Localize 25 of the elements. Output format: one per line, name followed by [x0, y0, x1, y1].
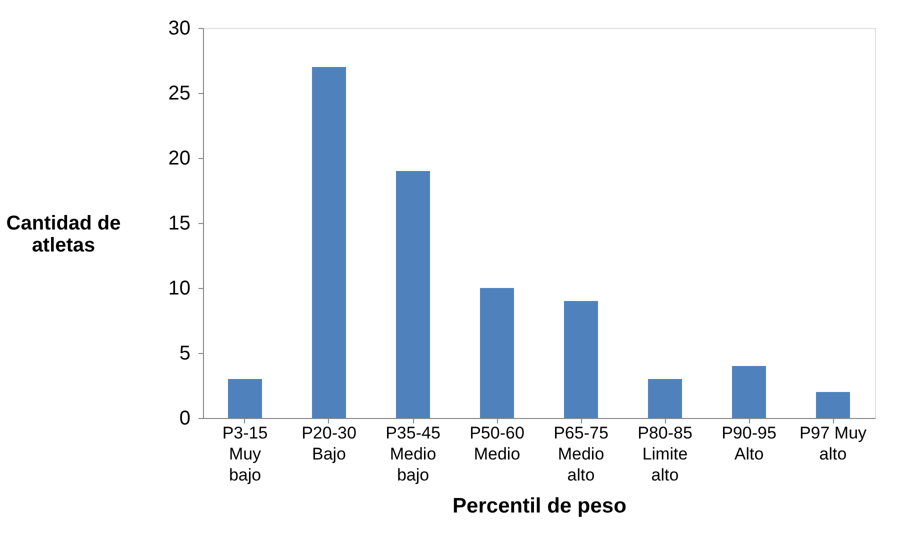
x-axis-title: Percentil de peso [452, 494, 626, 518]
bar [312, 67, 346, 418]
y-axis-title: Cantidad de atletas [6, 212, 121, 256]
x-tick-label: P80-85 Limite alto [638, 424, 692, 484]
y-tick-label: 10 [168, 278, 190, 300]
x-tick-label: P3-15 Muy bajo [222, 424, 268, 484]
y-tick-label: 20 [168, 148, 190, 170]
x-tick-label: P50-60 Medio [470, 424, 524, 464]
bar [732, 366, 766, 418]
y-tick-label: 15 [168, 212, 190, 234]
x-tick-label: P35-45 Medio bajo [386, 424, 440, 484]
y-tick-label: 0 [179, 408, 190, 430]
x-tick-label: P90-95 Alto [722, 424, 776, 464]
y-tick-label: 5 [179, 342, 190, 364]
bar [564, 301, 598, 418]
bar [816, 392, 850, 418]
bar [480, 288, 514, 418]
y-tick-label: 25 [168, 82, 190, 104]
x-tick-label: P97 Muy alto [799, 424, 868, 464]
y-tick-label: 30 [168, 18, 190, 40]
x-tick-label: P20-30 Bajo [302, 424, 356, 464]
x-tick-label: P65-75 Medio alto [554, 424, 608, 484]
bar [648, 379, 682, 418]
bar [228, 379, 262, 418]
bar [396, 171, 430, 418]
